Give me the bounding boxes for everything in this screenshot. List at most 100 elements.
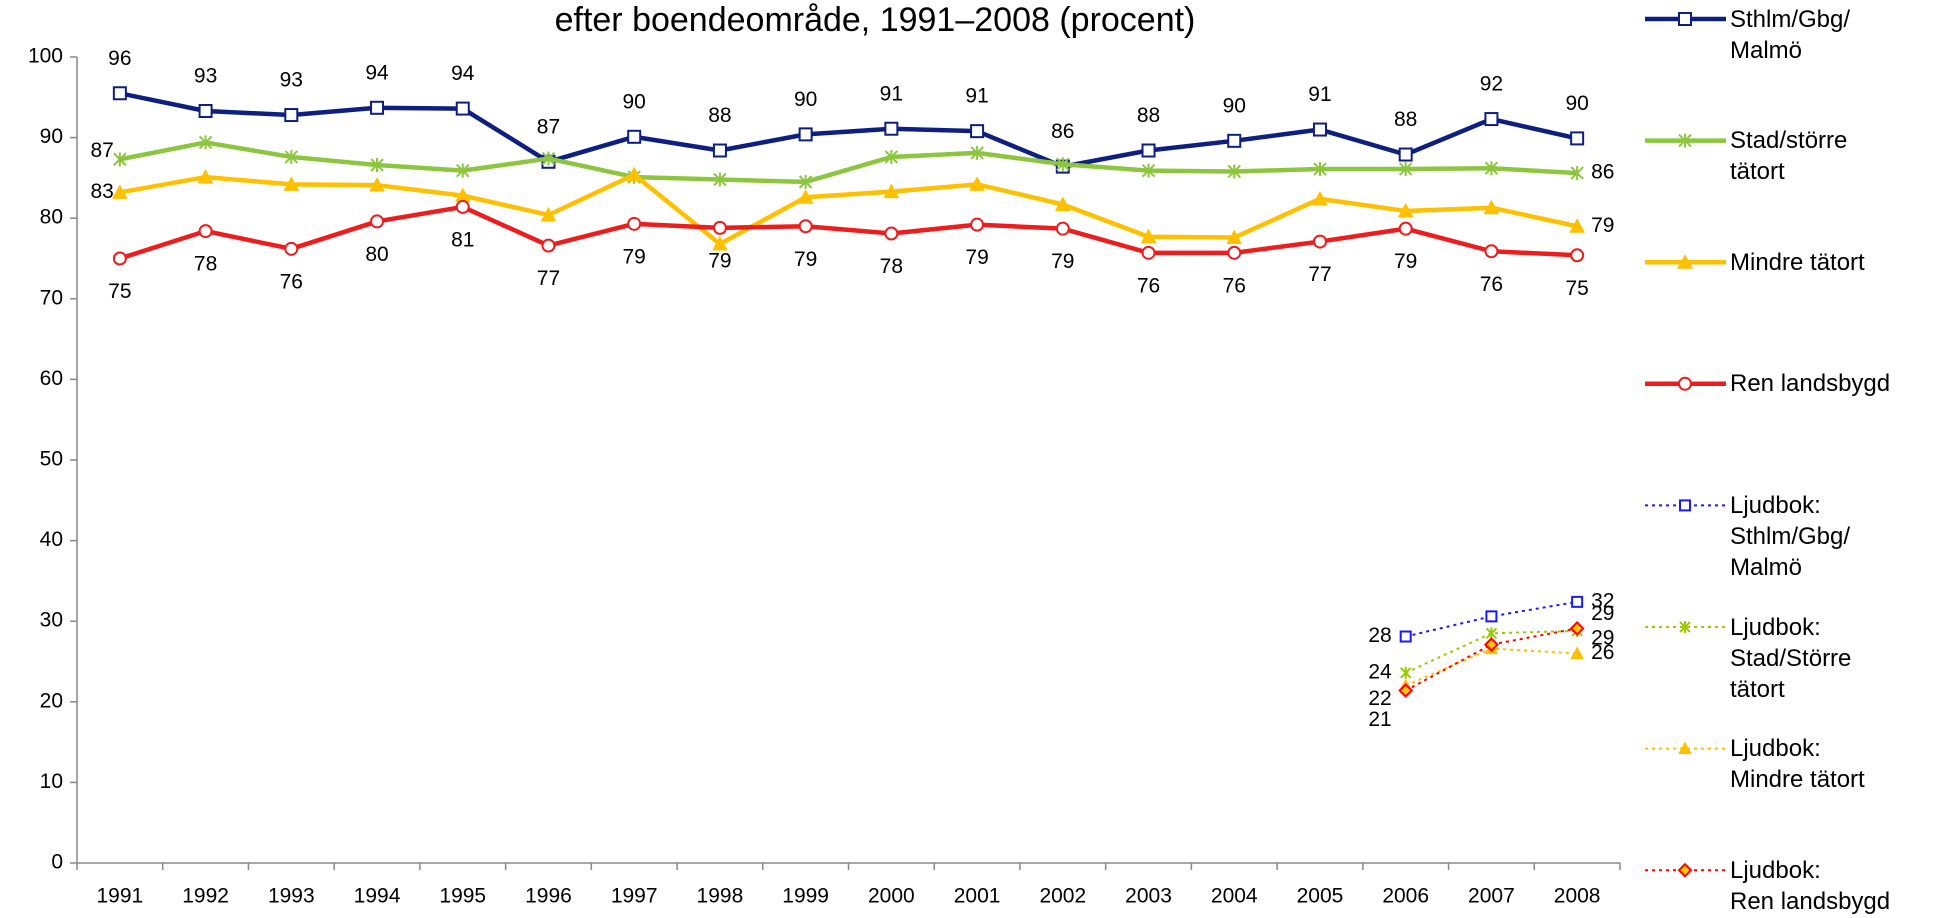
x-tick-label: 1995 — [439, 885, 486, 908]
data-label: 29 — [1591, 602, 1614, 625]
data-label: 91 — [1308, 83, 1331, 106]
data-label: 29 — [1591, 626, 1614, 649]
data-point — [1227, 245, 1242, 260]
data-point — [1570, 131, 1585, 146]
data-label: 76 — [1137, 274, 1160, 297]
data-point — [455, 101, 470, 116]
data-point — [284, 149, 299, 164]
data-label: 76 — [1480, 273, 1503, 296]
data-point — [1397, 202, 1414, 218]
series-line — [119, 140, 1578, 185]
y-tick-label: 100 — [28, 45, 63, 68]
data-point — [1484, 244, 1499, 259]
data-label: 96 — [108, 47, 131, 70]
data-point — [1483, 199, 1500, 215]
data-point — [1055, 221, 1070, 236]
data-point — [1570, 248, 1585, 263]
data-point — [1140, 228, 1157, 244]
data-point — [1312, 234, 1327, 249]
data-label: 94 — [365, 61, 389, 84]
data-point — [1398, 147, 1413, 162]
data-label: 81 — [451, 228, 474, 251]
data-point — [113, 152, 127, 167]
y-tick-label: 40 — [40, 528, 63, 551]
data-point — [1313, 162, 1327, 177]
data-point — [1399, 630, 1412, 643]
data-point — [798, 174, 813, 189]
data-label: 94 — [451, 62, 475, 85]
data-label: 77 — [1308, 263, 1331, 286]
y-tick-label: 60 — [40, 367, 63, 390]
data-point — [798, 219, 813, 234]
x-tick-label: 1998 — [697, 885, 744, 908]
series-line — [1405, 647, 1578, 687]
data-label: 93 — [280, 69, 303, 92]
data-point — [1227, 133, 1242, 148]
data-point — [713, 172, 727, 187]
data-point — [370, 100, 385, 115]
data-label: 86 — [1051, 120, 1074, 143]
data-point — [198, 224, 213, 239]
chart-title: efter boendeområde, 1991–2008 (procent) — [555, 1, 1196, 39]
legend-label: Sthlm/Gbg/ Malmö — [1730, 5, 1851, 64]
x-tick-label: 1997 — [611, 885, 658, 908]
data-point — [969, 176, 985, 191]
data-point — [112, 86, 127, 101]
data-label: 76 — [1223, 274, 1246, 297]
data-point — [712, 143, 727, 158]
x-tick-label: 2007 — [1468, 885, 1515, 908]
data-label: 91 — [965, 85, 988, 108]
data-label: 79 — [1394, 250, 1417, 273]
legend-marker — [1679, 499, 1691, 512]
data-point — [970, 217, 985, 232]
data-point — [1484, 112, 1499, 127]
data-point — [1312, 122, 1327, 137]
y-tick-label: 10 — [40, 770, 63, 793]
data-point — [1398, 683, 1414, 698]
data-point — [883, 183, 900, 199]
data-label: 80 — [365, 243, 388, 266]
data-label: 88 — [708, 104, 731, 127]
data-point — [198, 104, 213, 119]
legend-marker — [1677, 862, 1693, 878]
data-label: 24 — [1368, 660, 1392, 683]
data-point — [797, 189, 814, 204]
data-point — [1485, 610, 1498, 623]
data-point — [197, 169, 214, 184]
data-point — [370, 214, 385, 229]
series-line — [119, 204, 1578, 261]
legend-label: Ljudbok: Mindre tätort — [1730, 735, 1865, 794]
data-point — [1571, 595, 1584, 608]
data-label: 79 — [623, 245, 646, 268]
legend-label: Stad/större tätort — [1730, 127, 1848, 186]
x-tick-label: 2001 — [954, 885, 1001, 908]
data-point — [540, 206, 557, 222]
data-label: 90 — [1223, 94, 1246, 117]
x-tick-label: 2003 — [1125, 885, 1172, 908]
data-point — [369, 177, 385, 192]
data-point — [1226, 229, 1243, 245]
data-label: 26 — [1591, 641, 1614, 664]
legend-marker — [1677, 254, 1693, 269]
data-label: 79 — [794, 248, 817, 271]
data-label: 77 — [537, 267, 560, 290]
x-tick-label: 1994 — [354, 885, 401, 908]
legend-marker — [1678, 376, 1692, 391]
data-label: 90 — [1565, 92, 1588, 115]
x-tick-label: 1999 — [782, 885, 829, 908]
data-point — [712, 220, 727, 235]
data-label: 88 — [1137, 104, 1160, 127]
data-point — [1484, 161, 1499, 176]
data-point — [541, 151, 556, 166]
data-label: 76 — [280, 270, 303, 293]
data-point — [541, 238, 556, 253]
data-label: 90 — [623, 90, 646, 113]
data-point — [283, 176, 300, 191]
data-point — [1054, 196, 1071, 211]
data-label: 92 — [1480, 73, 1503, 96]
data-point — [1570, 166, 1584, 181]
series-line — [119, 91, 1578, 169]
data-point — [1399, 666, 1412, 679]
data-point — [627, 216, 642, 231]
